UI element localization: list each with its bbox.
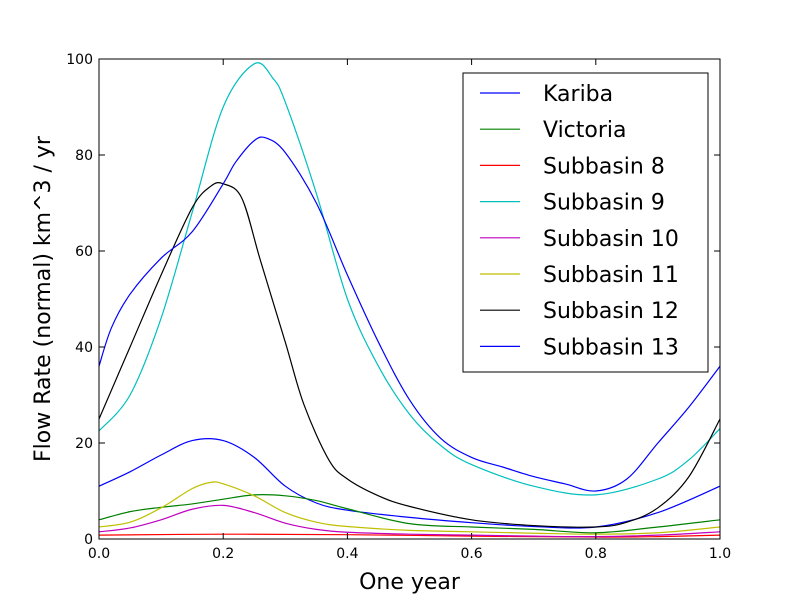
x-tick-label: 0.4 xyxy=(336,546,358,562)
legend-label: Subbasin 12 xyxy=(543,299,679,324)
series-line-3 xyxy=(99,533,720,538)
legend-label: Victoria xyxy=(543,118,627,143)
legend-label: Subbasin 9 xyxy=(543,191,665,216)
series-line-7 xyxy=(99,182,720,528)
y-tick-label: 80 xyxy=(75,148,93,164)
y-axis-title: Flow Rate (normal) km^3 / yr xyxy=(31,135,56,462)
series-line-8 xyxy=(99,136,720,492)
legend-label: Subbasin 10 xyxy=(543,227,679,252)
y-tick-label: 20 xyxy=(75,436,93,452)
series-line-4 xyxy=(99,62,720,496)
x-axis-title: One year xyxy=(359,570,461,595)
x-tick-label: 0.8 xyxy=(585,546,607,562)
legend-label: Kariba xyxy=(543,82,613,107)
legend: Kariba Victoria Subbasin 8 Subbasin 9 Subbas… xyxy=(462,72,709,373)
y-tick-label: 40 xyxy=(75,340,93,356)
series-line-5 xyxy=(99,504,720,538)
series-line-2 xyxy=(99,494,720,534)
x-tick-label: 0.2 xyxy=(212,546,234,562)
x-tick-label: 1.0 xyxy=(709,546,731,562)
series-line-1 xyxy=(99,438,720,529)
y-tick-label: 0 xyxy=(84,532,93,548)
y-tick-label: 60 xyxy=(75,244,93,260)
series-line-6 xyxy=(99,481,720,535)
plot-lines xyxy=(99,62,720,538)
legend-box xyxy=(462,72,709,373)
y-tick-label: 100 xyxy=(66,52,93,68)
legend-label: Subbasin 11 xyxy=(543,263,679,288)
plot-frame xyxy=(98,58,721,540)
x-tick-label: 0.6 xyxy=(460,546,482,562)
x-tick-label: 0.0 xyxy=(88,546,110,562)
legend-label: Subbasin 8 xyxy=(543,154,665,179)
axis-ticks: 0.0 0.2 0.4 0.6 0.8 1.0 0 20 40 60 80 100 xyxy=(66,52,731,562)
legend-label: Subbasin 13 xyxy=(543,335,679,360)
